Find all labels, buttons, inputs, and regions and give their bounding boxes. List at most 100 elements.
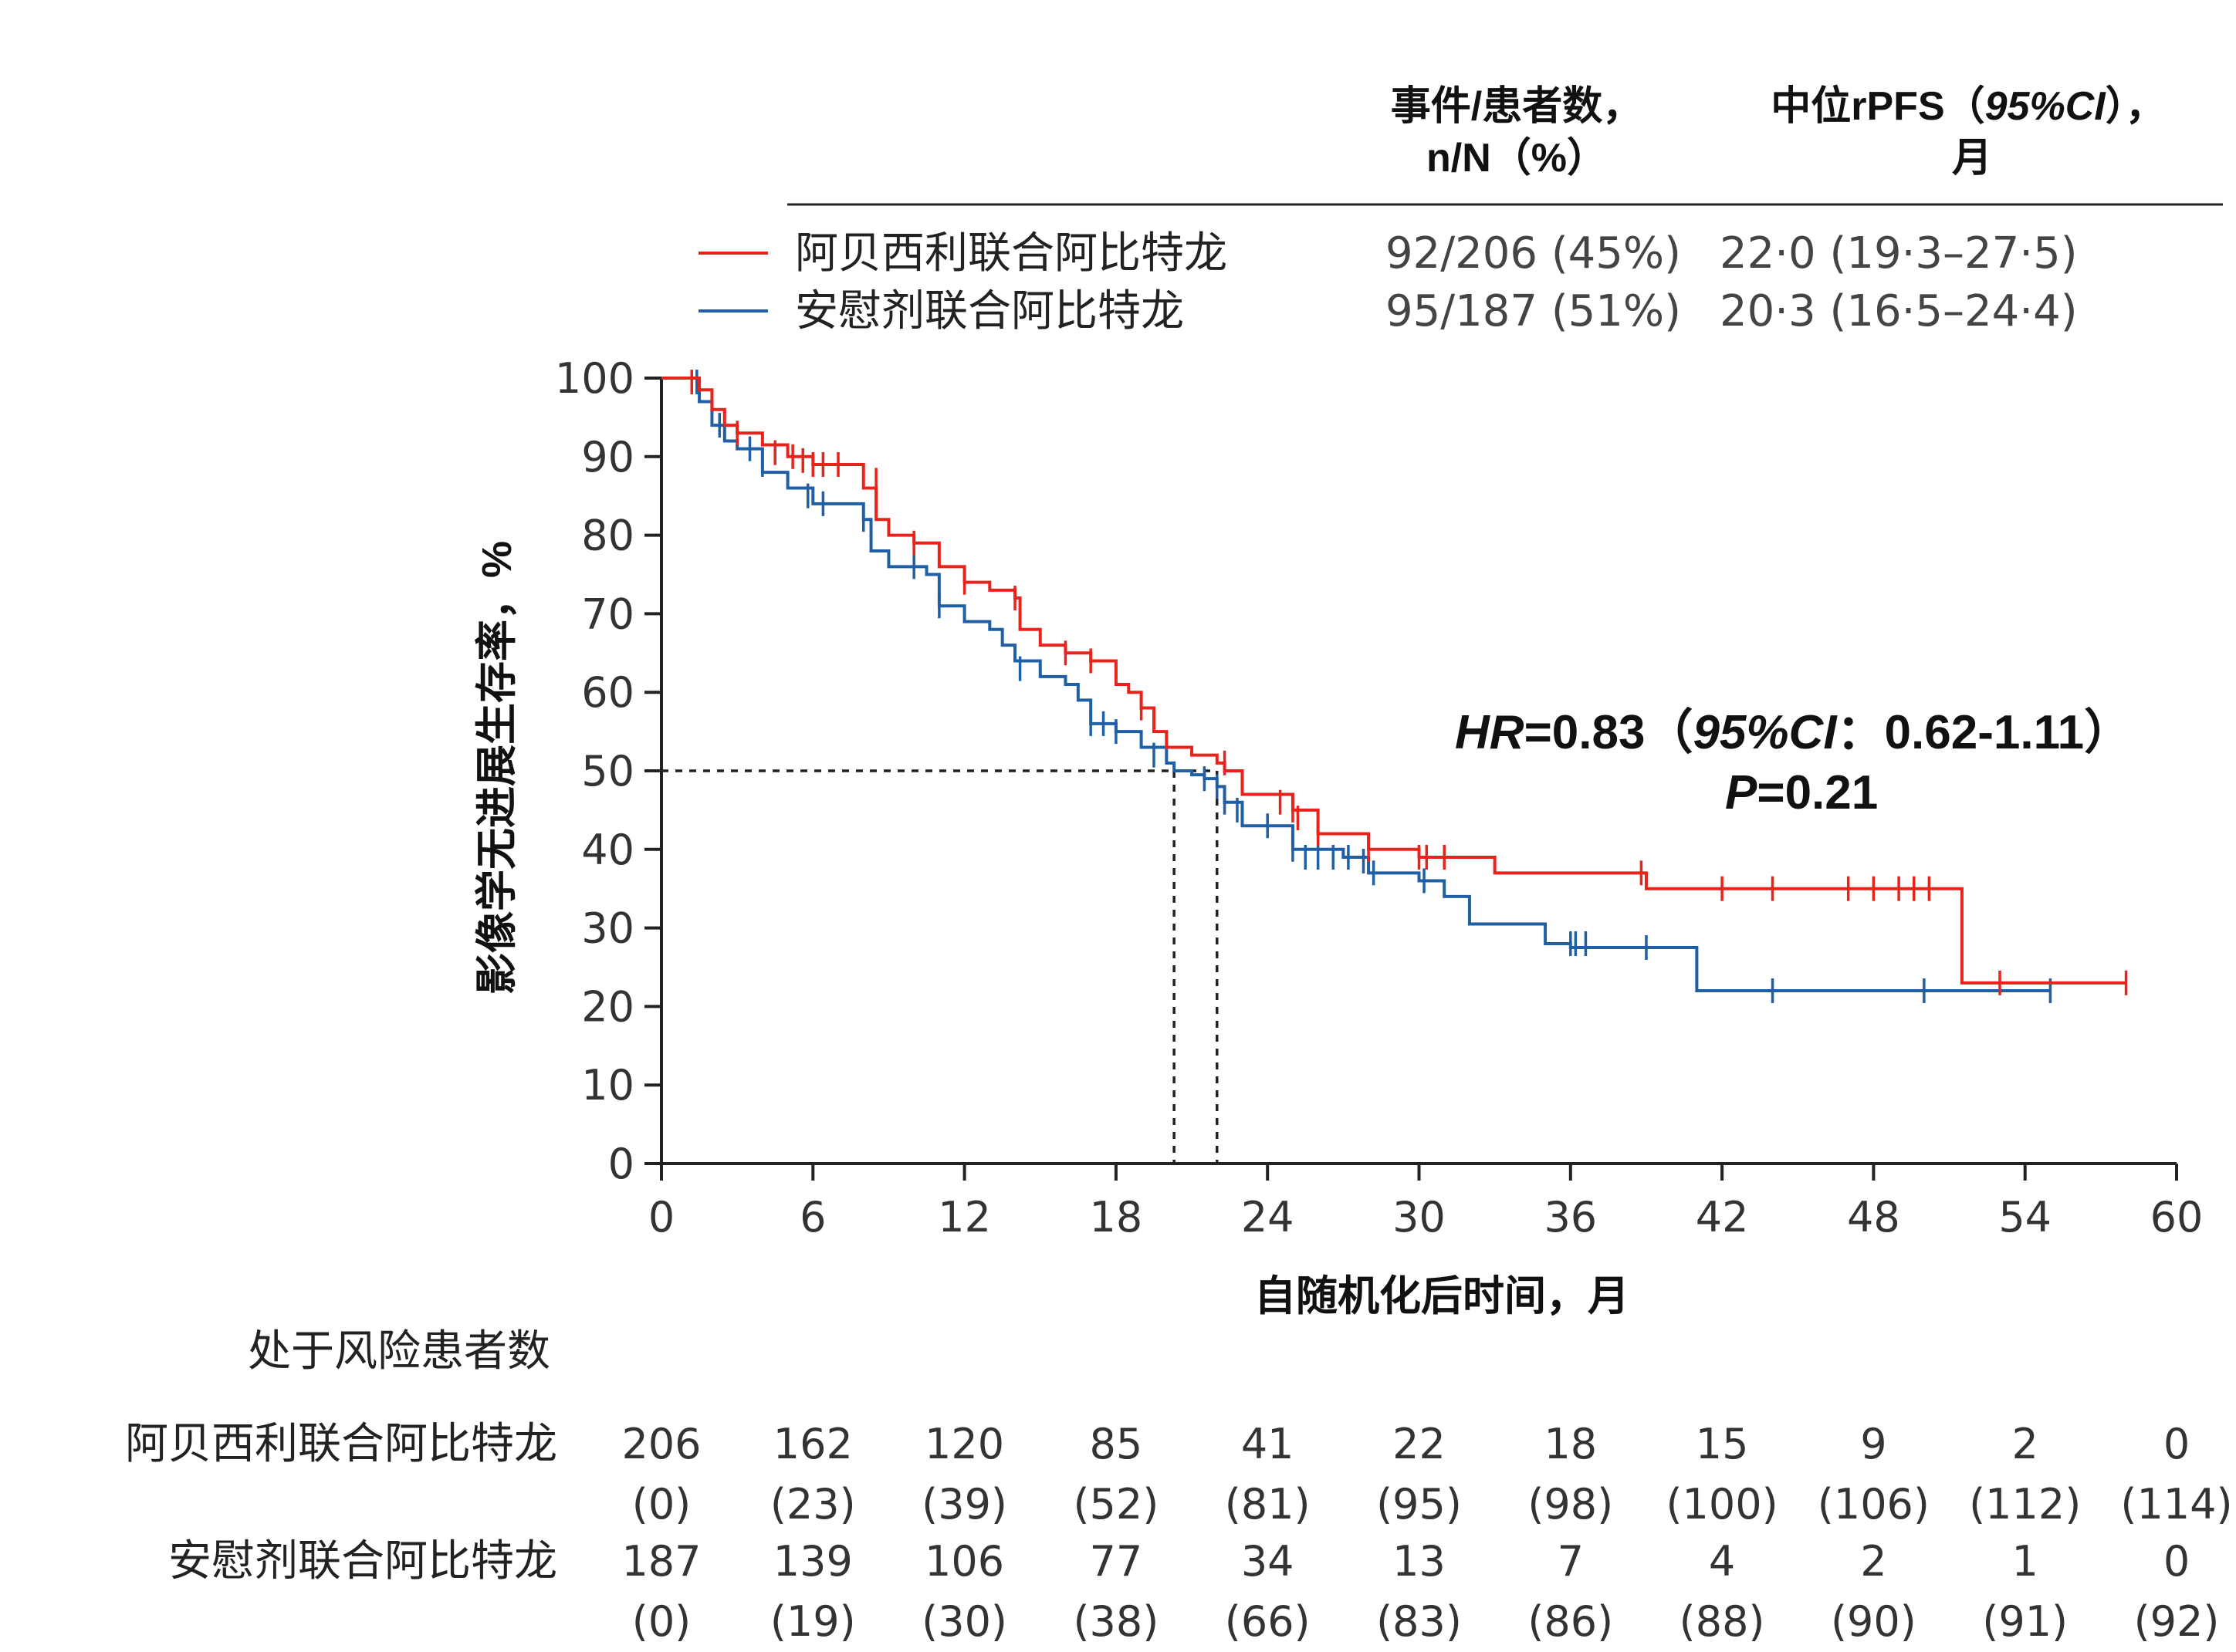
risk-at-risk-series-2: 77 — [1090, 1537, 1143, 1586]
risk-at-risk-series-2: 1 — [2012, 1537, 2038, 1586]
risk-at-risk-series-1: 85 — [1090, 1420, 1143, 1468]
header-events: 事件/患者数， — [1391, 84, 1642, 129]
x-tick-label: 48 — [1847, 1193, 1900, 1242]
risk-row-label-series-1: 阿贝西利联合阿比特龙 — [125, 1419, 557, 1469]
header-median-ci: 95%CI — [1985, 84, 2107, 129]
y-tick-label: 80 — [581, 512, 634, 560]
y-tick-label: 50 — [581, 747, 634, 796]
x-tick-label: 6 — [800, 1193, 826, 1242]
risk-at-risk-series-2: 4 — [1709, 1537, 1735, 1586]
x-axis-title: 自随机化后时间，月 — [1254, 1273, 1629, 1319]
x-tick-label: 60 — [2150, 1193, 2204, 1242]
risk-censored-series-2: (90) — [1831, 1597, 1916, 1646]
x-tick-label: 54 — [1998, 1193, 2052, 1242]
median-reference-lines — [661, 769, 1219, 1164]
x-tick-label: 18 — [1090, 1193, 1143, 1242]
x-tick-label: 24 — [1241, 1193, 1294, 1242]
risk-censored-series-2: (88) — [1680, 1597, 1765, 1646]
y-tick-label: 40 — [581, 826, 634, 874]
hr-value: =0.83（ — [1524, 705, 1693, 759]
median-series-1: 22·0 (19·3–27·5) — [1720, 228, 2078, 279]
risk-censored-series-1: (81) — [1225, 1480, 1311, 1529]
risk-at-risk-series-2: 0 — [2163, 1537, 2190, 1586]
hr-label: HR — [1455, 706, 1524, 759]
risk-at-risk-series-2: 139 — [773, 1537, 853, 1586]
risk-censored-series-1: (0) — [632, 1480, 692, 1529]
risk-censored-series-1: (100) — [1666, 1480, 1778, 1529]
risk-at-risk-series-1: 9 — [1860, 1420, 1886, 1468]
y-tick-label: 70 — [581, 590, 634, 638]
risk-censored-series-1: (114) — [2120, 1480, 2232, 1529]
risk-censored-series-1: (23) — [770, 1480, 856, 1529]
risk-at-risk-series-2: 106 — [925, 1537, 1004, 1586]
risk-at-risk-series-1: 0 — [2163, 1420, 2190, 1468]
y-tick-label: 90 — [581, 433, 634, 481]
risk-at-risk-series-2: 187 — [621, 1537, 701, 1586]
median-series-2: 20·3 (16·5–24·4) — [1720, 286, 2078, 336]
risk-table-cells: 206(0)162(23)120(39)85(52)41(81)22(95)18… — [621, 1420, 2232, 1646]
p-annotation: P=0.21 — [1725, 766, 1878, 819]
p-label: P — [1725, 766, 1757, 819]
hr-annotation: HR=0.83（95%CI：0.62-1.11） — [1455, 705, 2132, 759]
y-ticks: 0 10 20 30 40 50 60 70 80 90 100 — [555, 354, 661, 1188]
y-tick-label: 10 — [581, 1061, 634, 1110]
y-tick-label: 60 — [581, 668, 634, 717]
y-tick-label: 30 — [581, 904, 634, 953]
risk-at-risk-series-1: 18 — [1544, 1420, 1597, 1468]
header-median-c: ）， — [2106, 84, 2166, 129]
ci-value: ：0.62-1.11） — [1837, 705, 2133, 759]
risk-censored-series-2: (83) — [1376, 1597, 1462, 1646]
risk-censored-series-2: (91) — [1982, 1597, 2068, 1646]
risk-at-risk-series-1: 41 — [1241, 1420, 1294, 1468]
header-events-unit: n/N（%） — [1426, 136, 1607, 181]
risk-censored-series-2: (38) — [1073, 1597, 1159, 1646]
km-curves — [661, 370, 2128, 1004]
risk-censored-series-1: (112) — [1969, 1480, 2081, 1529]
risk-censored-series-1: (52) — [1073, 1480, 1159, 1529]
risk-censored-series-2: (92) — [2134, 1597, 2220, 1646]
risk-at-risk-series-2: 13 — [1392, 1537, 1446, 1586]
header-median: 中位rPFS（95%CI）， — [1771, 84, 2165, 129]
km-curve-series-2 — [661, 377, 2051, 993]
risk-row-label-series-2: 安慰剂联合阿比特龙 — [168, 1536, 557, 1586]
risk-censored-series-1: (106) — [1818, 1480, 1930, 1529]
x-tick-label: 30 — [1392, 1193, 1446, 1242]
risk-censored-series-1: (98) — [1527, 1480, 1613, 1529]
x-tick-label: 36 — [1544, 1193, 1597, 1242]
risk-at-risk-series-1: 206 — [621, 1420, 701, 1468]
risk-censored-series-1: (95) — [1376, 1480, 1462, 1529]
x-tick-label: 0 — [648, 1193, 675, 1242]
risk-table-title: 处于风险患者数 — [248, 1326, 550, 1377]
risk-at-risk-series-2: 7 — [1558, 1537, 1584, 1586]
y-tick-label: 0 — [608, 1140, 634, 1188]
risk-censored-series-2: (0) — [632, 1597, 692, 1646]
y-tick-label: 100 — [555, 354, 634, 403]
header-median-a: 中位rPFS（ — [1771, 84, 1984, 129]
risk-censored-series-1: (39) — [922, 1480, 1007, 1529]
x-tick-label: 42 — [1696, 1193, 1749, 1242]
x-tick-label: 12 — [938, 1193, 991, 1242]
events-series-1: 92/206 (45%) — [1385, 228, 1681, 279]
ci-label: 95%CI — [1693, 706, 1838, 759]
p-value: =0.21 — [1757, 766, 1878, 819]
y-tick-label: 20 — [581, 982, 634, 1031]
legend-label-series-1: 阿贝西利联合阿比特龙 — [795, 228, 1227, 279]
risk-at-risk-series-2: 34 — [1241, 1537, 1294, 1586]
km-curve-series-1 — [661, 377, 2126, 985]
header-median-unit: 月 — [1952, 136, 1992, 181]
risk-at-risk-series-1: 15 — [1696, 1420, 1749, 1468]
risk-at-risk-series-1: 162 — [773, 1420, 853, 1468]
risk-censored-series-2: (19) — [770, 1597, 856, 1646]
risk-censored-series-2: (86) — [1527, 1597, 1613, 1646]
risk-at-risk-series-1: 22 — [1392, 1420, 1446, 1468]
risk-at-risk-series-1: 2 — [2012, 1420, 2038, 1468]
risk-censored-series-2: (30) — [922, 1597, 1007, 1646]
x-ticks: 0 6 12 18 24 30 36 42 48 54 60 — [648, 1164, 2204, 1242]
legend-label-series-2: 安慰剂联合阿比特龙 — [795, 286, 1184, 336]
risk-at-risk-series-1: 120 — [925, 1420, 1004, 1468]
risk-censored-series-2: (66) — [1225, 1597, 1311, 1646]
y-axis-title: 影像学无进展生存率，% — [474, 541, 520, 995]
risk-at-risk-series-2: 2 — [1860, 1537, 1886, 1586]
events-series-2: 95/187 (51%) — [1385, 286, 1681, 336]
